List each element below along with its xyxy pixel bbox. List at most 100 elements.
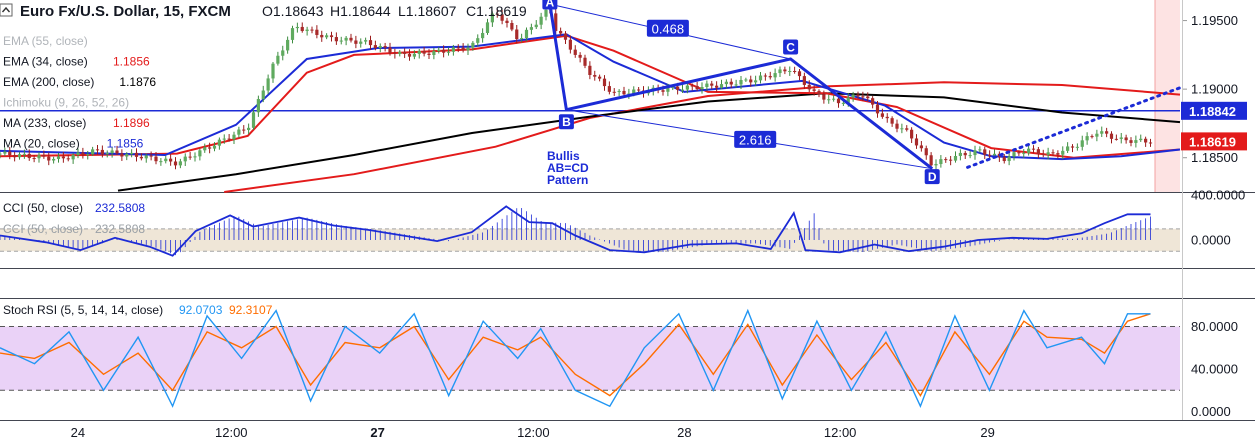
chart-header: Euro Fx/U.S. Dollar, 15, FXCM O1.18643 H1.… [0, 3, 527, 20]
candle-body [1109, 133, 1114, 139]
candle-body [963, 152, 967, 156]
candle-body [164, 158, 168, 162]
candle-body [568, 39, 572, 50]
candle-body [783, 69, 787, 72]
candle-body [1070, 146, 1075, 148]
candle-body [676, 86, 680, 90]
pattern-point-b-label: B [562, 115, 571, 129]
candle-body [232, 134, 236, 140]
candle-body [949, 159, 953, 161]
candle-body [992, 153, 997, 156]
candle-body [768, 76, 772, 78]
candle-body [671, 86, 675, 89]
candle-body [71, 154, 75, 160]
candle-body [832, 98, 836, 100]
candle-body [836, 98, 841, 104]
candle-body [715, 85, 719, 88]
stoch-rsi-d-value: 92.3107 [229, 303, 273, 317]
candle-body [242, 129, 246, 131]
candle-body [895, 123, 899, 129]
candle-body [1148, 142, 1153, 144]
candle-body [520, 38, 524, 40]
candle-body [1027, 148, 1031, 153]
candle-body [802, 76, 806, 85]
cci-legend-value-1: 232.5808 [95, 222, 145, 236]
candle-body [198, 150, 202, 157]
price-badge-box-1 [1181, 132, 1247, 151]
candle-body [105, 153, 109, 155]
ohlc-h: H1.18644 [330, 3, 391, 19]
price-tick-0: 1.19500 [1191, 13, 1238, 28]
candle-body [334, 37, 338, 42]
stoch-rsi-pane[interactable] [0, 308, 1180, 408]
candle-body [880, 113, 884, 117]
legend-label-2: EMA (200, close) [3, 75, 94, 89]
candle-body [705, 83, 709, 88]
candle-body [81, 152, 85, 155]
price-badge-1: 1.18619 [1189, 134, 1236, 149]
candle-body [744, 79, 748, 81]
candle-body [690, 85, 694, 87]
candle-body [1090, 136, 1094, 138]
candle-body [407, 53, 412, 57]
candle-body [1056, 153, 1060, 155]
candle-body [159, 161, 163, 163]
cci-pane[interactable] [0, 205, 1180, 257]
candle-body [183, 156, 187, 162]
candle-body [1080, 140, 1084, 147]
stoch-rsi-d-line[interactable] [0, 313, 1151, 397]
legend-label-5: MA (20, close) [3, 137, 80, 151]
candle-body [315, 29, 319, 35]
price-pane[interactable] [0, 0, 1182, 193]
candle-body [95, 149, 100, 151]
candle-body [885, 116, 889, 119]
candle-body [42, 155, 46, 157]
ma-line-1[interactable] [117, 92, 1181, 192]
candle-body [417, 51, 421, 54]
candle-body [866, 96, 870, 99]
legend-label-3: Ichimoku (9, 26, 52, 26) [3, 96, 129, 110]
legend-label-4: MA (233, close) [3, 116, 86, 130]
candle-body [598, 76, 602, 79]
stoch-rsi-k-value: 92.0703 [179, 303, 223, 317]
candle-body [607, 86, 611, 92]
pattern-point-c-box [783, 39, 799, 55]
candle-body [120, 153, 124, 157]
candle-body [953, 155, 958, 161]
candle-body [412, 53, 416, 57]
candle-body [383, 46, 387, 48]
stoch-rsi-k-line[interactable] [0, 308, 1151, 408]
candle-body [817, 90, 821, 95]
candle-body [66, 158, 70, 160]
candle-body [827, 99, 831, 101]
pattern-point-d-label: D [928, 170, 937, 184]
candle-body [861, 96, 865, 98]
chevron-up-icon[interactable] [1, 6, 11, 13]
candle-body [349, 37, 353, 41]
candles[interactable] [0, 5, 1153, 170]
candle-body [1022, 152, 1026, 154]
cci-line[interactable] [0, 205, 1151, 257]
candle-body [1144, 138, 1148, 143]
candle-body [729, 81, 733, 85]
candle-body [261, 90, 265, 100]
candle-body [47, 156, 51, 161]
candle-body [393, 52, 397, 54]
axes: 1.19500 1.19000 1.18500 1.18842 1.18619 400.0… [71, 13, 1247, 440]
candle-body [251, 112, 256, 128]
abcd-pattern-line[interactable] [548, 3, 934, 170]
ma-line-2[interactable] [0, 34, 1181, 159]
candle-body [593, 74, 597, 77]
candle-body [910, 129, 914, 139]
ma-line-0[interactable] [224, 81, 1181, 193]
candle-body [1041, 154, 1045, 156]
candle-body [968, 155, 972, 157]
candle-body [110, 150, 114, 154]
candle-body [52, 158, 56, 161]
ma-line-3[interactable] [0, 33, 1181, 161]
candle-body [914, 138, 919, 146]
candle-body [422, 51, 426, 54]
candle-body [203, 147, 207, 151]
candle-body [846, 97, 850, 103]
